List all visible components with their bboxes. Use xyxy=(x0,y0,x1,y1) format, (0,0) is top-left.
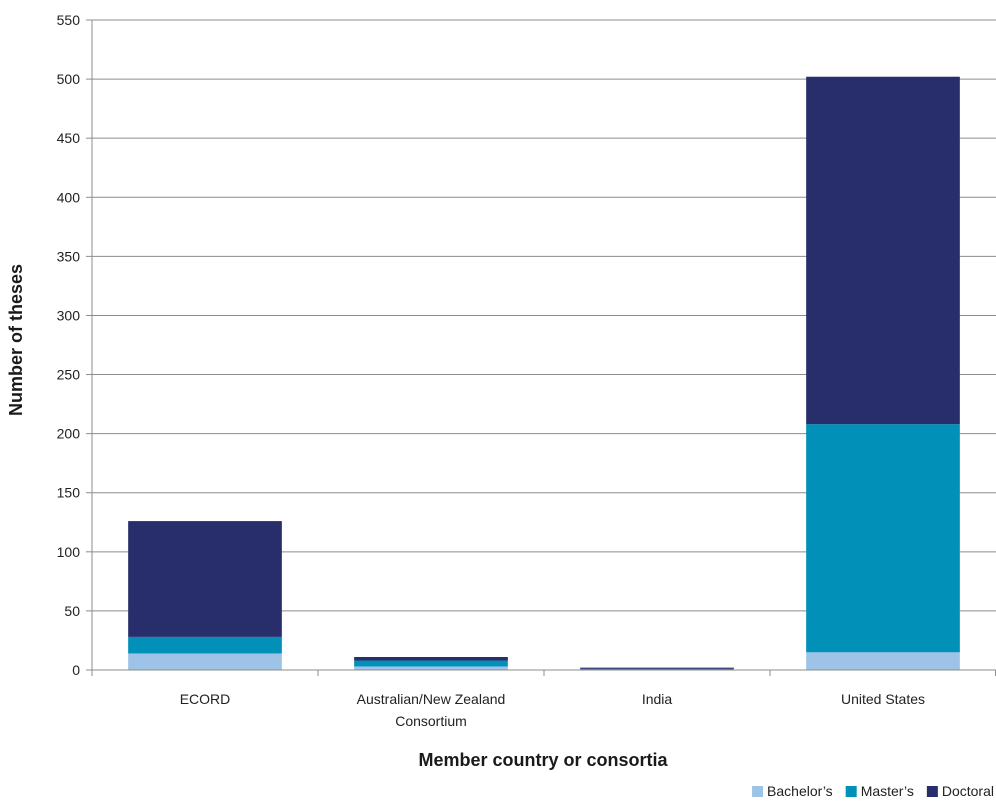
legend-label: Master’s xyxy=(861,783,914,799)
legend-swatch xyxy=(926,786,938,797)
y-tick-labels: 0 50 100 150 200 250 300 350 400 450 500 550 xyxy=(57,12,81,678)
legend-label: Doctoral xyxy=(942,783,994,799)
y-tick-label: 0 xyxy=(72,662,80,678)
x-category-label: Australian/New Zealand Consortium xyxy=(357,691,506,729)
y-tick-label: 50 xyxy=(64,603,80,619)
bar-segment xyxy=(354,660,508,667)
bar-segment xyxy=(580,667,734,669)
y-tick-label: 400 xyxy=(57,189,81,205)
y-tick-label: 200 xyxy=(57,426,81,442)
y-tick-label: 550 xyxy=(57,12,81,28)
legend-label: Bachelor’s xyxy=(767,783,833,799)
y-tick-label: 150 xyxy=(57,485,81,501)
bar-segment xyxy=(806,424,960,653)
y-tick-label: 100 xyxy=(57,544,81,560)
bar-segment xyxy=(580,668,734,670)
bar-segment xyxy=(806,76,960,425)
y-tick-label: 250 xyxy=(57,367,81,383)
y-axis-title: Number of theses xyxy=(6,264,26,416)
x-axis-title: Member country or consortia xyxy=(418,750,668,770)
bar-segment xyxy=(806,652,960,670)
x-category-label: United States xyxy=(841,691,925,707)
legend-swatch xyxy=(752,786,764,797)
bar-segment xyxy=(128,521,282,637)
legend: Bachelor’s Master’s Doctoral xyxy=(752,783,994,799)
y-tick-label: 500 xyxy=(57,71,81,87)
bar-segment xyxy=(354,666,508,670)
bar-segment xyxy=(354,657,508,661)
x-category-labels: ECORD Australian/New Zealand Consortium Ind… xyxy=(180,691,925,729)
x-category-label: ECORD xyxy=(180,691,231,707)
bar-segment xyxy=(128,636,282,654)
bar-segment xyxy=(128,653,282,670)
y-tick-label: 450 xyxy=(57,130,81,146)
y-tick-label: 350 xyxy=(57,248,81,264)
legend-swatch xyxy=(845,786,857,797)
bar-stacks xyxy=(128,76,960,670)
x-category-label: India xyxy=(642,691,673,707)
y-tick-label: 300 xyxy=(57,307,81,323)
